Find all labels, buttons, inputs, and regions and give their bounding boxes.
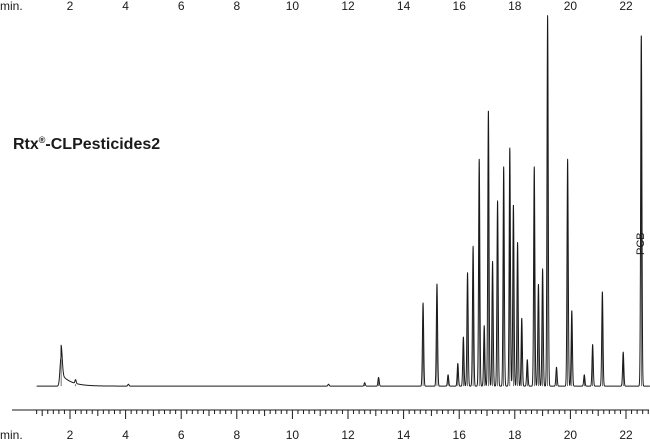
bottom-tick-label-16: 16 (453, 428, 467, 442)
top-tick-label-16: 16 (453, 0, 467, 13)
bottom-tick-label-18: 18 (508, 428, 522, 442)
top-tick-label-20: 20 (564, 0, 578, 13)
chromatogram-trace (36, 15, 650, 387)
top-time-axis: min. 2 4 6 8 10 12 14 16 18 20 22 (0, 0, 633, 13)
top-tick-label-18: 18 (508, 0, 522, 13)
bottom-tick-label-10: 10 (286, 428, 300, 442)
top-tick-label-22: 22 (619, 0, 633, 13)
top-axis-unit-label: min. (0, 0, 23, 13)
top-tick-label-6: 6 (178, 0, 185, 13)
bottom-time-axis: 2 4 6 8 10 12 14 16 18 20 22 min. (0, 409, 649, 442)
top-tick-label-8: 8 (233, 0, 240, 13)
column-title: Rtx®-CLPesticides2 (13, 135, 160, 153)
top-tick-label-4: 4 (122, 0, 129, 13)
bottom-tick-label-4: 4 (122, 428, 129, 442)
top-tick-label-12: 12 (341, 0, 355, 13)
bottom-axis-ticks: 2 4 6 8 10 12 14 16 18 20 22 (36, 410, 649, 442)
bottom-tick-label-12: 12 (341, 428, 355, 442)
bottom-axis-unit-label: min. (0, 428, 23, 442)
column-title-registered-mark: ® (39, 135, 46, 145)
top-tick-label-14: 14 (397, 0, 411, 13)
bottom-tick-label-6: 6 (178, 428, 185, 442)
top-tick-label-2: 2 (67, 0, 74, 13)
top-tick-label-10: 10 (286, 0, 300, 13)
bottom-tick-label-2: 2 (67, 428, 74, 442)
bottom-tick-label-22: 22 (619, 428, 633, 442)
pcb-annotation: PCB (635, 232, 647, 255)
bottom-tick-label-14: 14 (397, 428, 411, 442)
bottom-tick-label-20: 20 (564, 428, 578, 442)
bottom-tick-label-8: 8 (233, 428, 240, 442)
column-title-main: Rtx (13, 136, 39, 153)
column-title-rest: -CLPesticides2 (45, 136, 160, 153)
